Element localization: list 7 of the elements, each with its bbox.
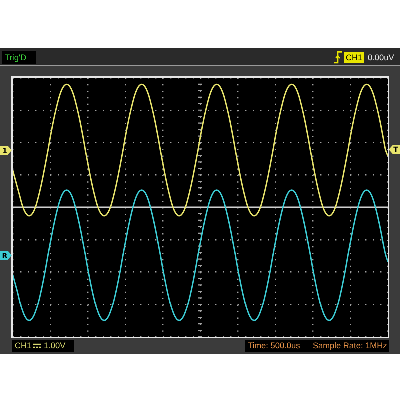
text: Sample Rate: 1MHz	[313, 340, 388, 350]
text: CH1	[346, 52, 363, 62]
text: 1.00V	[44, 340, 66, 350]
text: CH1	[15, 340, 32, 350]
text: 0.00uV	[368, 52, 395, 62]
text: Time: 500.0us	[248, 340, 300, 350]
text: Trig'D	[5, 52, 27, 62]
